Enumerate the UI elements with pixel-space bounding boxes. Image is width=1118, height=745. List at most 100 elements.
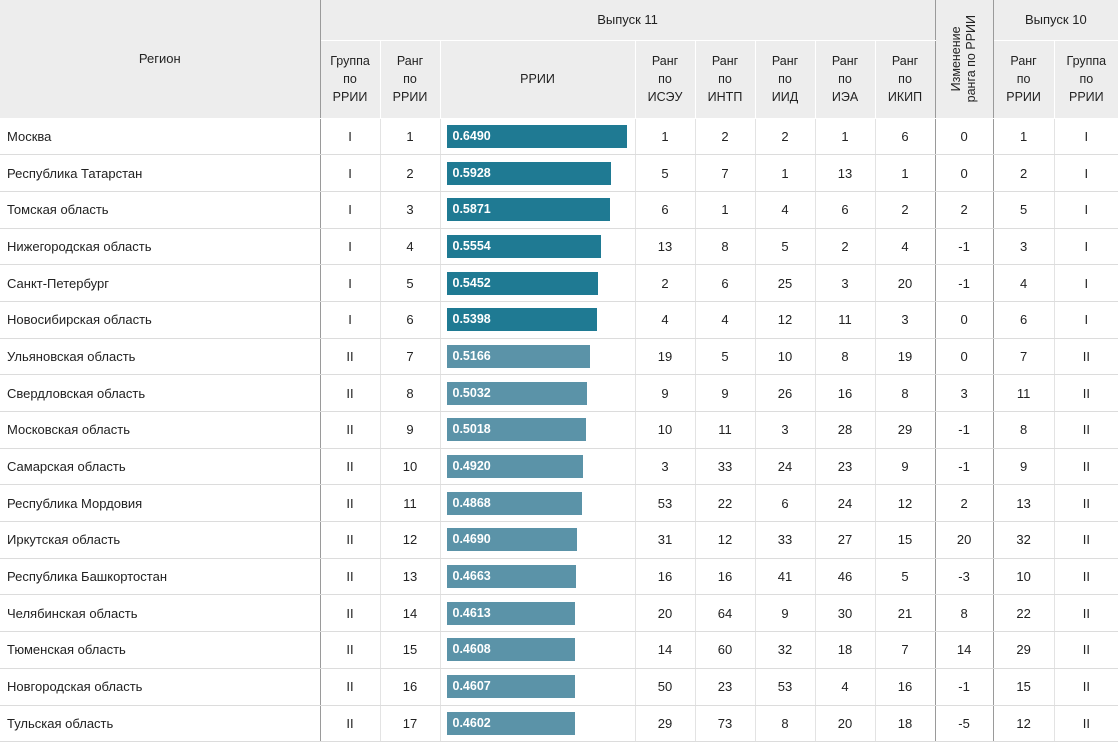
rank-ikip-cell: 20 (875, 264, 936, 302)
rrii-bar-cell: 0.4920 (440, 448, 636, 486)
rank-iea-cell: 46 (815, 558, 876, 596)
rank-ikip-cell: 15 (875, 521, 936, 559)
table-row: Республика Башкортостан II 13 0.4663 16 … (0, 558, 1118, 596)
group-rrii-10-cell: II (1054, 411, 1118, 449)
group-cell: I (320, 264, 381, 302)
group-cell: II (320, 484, 381, 523)
rrii-bar-cell: 0.5452 (440, 264, 636, 302)
rank-iseu-cell: 9 (635, 374, 696, 412)
rrii-bar-cell: 0.4613 (440, 594, 636, 633)
rank-iseu-cell: 5 (635, 154, 696, 192)
rrii-bar: 0.5554 (446, 234, 601, 258)
rank-iid-cell: 5 (755, 228, 816, 266)
table-row: Тюменская область II 15 0.4608 14 60 32 … (0, 631, 1118, 669)
region-cell: Нижегородская область (0, 228, 321, 266)
rank-rrii-10-cell: 5 (993, 191, 1055, 229)
rank-iid-cell: 10 (755, 337, 816, 376)
group-cell: II (320, 631, 381, 669)
table-row: Санкт-Петербург I 5 0.5452 2 6 25 3 20 -… (0, 264, 1118, 302)
group-cell: II (320, 448, 381, 486)
rrii-bar-cell: 0.4602 (440, 705, 636, 743)
rank-rrii-10-cell: 15 (993, 668, 1055, 706)
rank-rrii-10-cell: 9 (993, 448, 1055, 486)
rank-iid-cell: 2 (755, 118, 816, 156)
rrii-bar-cell: 0.5928 (440, 154, 636, 192)
rrii-bar: 0.5166 (446, 344, 590, 368)
rank-change-cell: 2 (935, 484, 994, 523)
rank-iid-cell: 41 (755, 558, 816, 596)
rank-cell: 1 (380, 118, 441, 156)
rrii-bar-cell: 0.4607 (440, 668, 636, 706)
rank-change-cell: 20 (935, 521, 994, 559)
rank-iid-cell: 32 (755, 631, 816, 669)
table-row: Республика Мордовия II 11 0.4868 53 22 6… (0, 484, 1118, 523)
rank-intp-cell: 12 (695, 521, 756, 559)
rrii-bar-cell: 0.5554 (440, 228, 636, 266)
rrii-bar-cell: 0.4608 (440, 631, 636, 669)
rank-intp-cell: 6 (695, 264, 756, 302)
group-cell: II (320, 668, 381, 706)
region-cell: Республика Башкортостан (0, 558, 321, 596)
group-cell: II (320, 411, 381, 449)
group-cell: I (320, 154, 381, 192)
rrii-bar: 0.4608 (446, 638, 575, 662)
rank-rrii-10-cell: 29 (993, 631, 1055, 669)
rank-ikip-cell: 9 (875, 448, 936, 486)
rank-iseu-cell: 31 (635, 521, 696, 559)
rank-intp-cell: 1 (695, 191, 756, 229)
rank-iseu-cell: 4 (635, 301, 696, 339)
rank-iseu-cell: 13 (635, 228, 696, 266)
rank-iseu-cell: 6 (635, 191, 696, 229)
rrii-header: РРИИ (440, 40, 636, 119)
rank-rrii-10-cell: 11 (993, 374, 1055, 412)
rank-cell: 17 (380, 705, 441, 743)
group-cell: I (320, 228, 381, 266)
rank-intp-cell: 22 (695, 484, 756, 523)
rank-iea-cell: 1 (815, 118, 876, 156)
table-row: Новосибирская область I 6 0.5398 4 4 12 … (0, 301, 1118, 339)
rank-ikip-cell: 2 (875, 191, 936, 229)
rank-cell: 3 (380, 191, 441, 229)
group-cell: I (320, 191, 381, 229)
rank-iseu-cell: 53 (635, 484, 696, 523)
rrii-bar: 0.4607 (446, 675, 575, 699)
rank-change-cell: -1 (935, 264, 994, 302)
rank-cell: 14 (380, 594, 441, 633)
region-cell: Москва (0, 118, 321, 156)
rank-iid-cell: 8 (755, 705, 816, 743)
table-row: Нижегородская область I 4 0.5554 13 8 5 … (0, 228, 1118, 266)
rrii-bar-cell: 0.5166 (440, 337, 636, 376)
group-rrii-10-cell: I (1054, 154, 1118, 192)
rank-intp-cell: 16 (695, 558, 756, 596)
rank-rrii-header: Ранг по РРИИ (380, 40, 441, 119)
region-cell: Тюменская область (0, 631, 321, 669)
rank-iseu-cell: 10 (635, 411, 696, 449)
rank-intp-cell: 5 (695, 337, 756, 376)
rank-iea-cell: 4 (815, 668, 876, 706)
issue-11-header: Выпуск 11 (320, 0, 936, 41)
rank-intp-cell: 64 (695, 594, 756, 633)
rank-change-cell: -5 (935, 705, 994, 743)
group-rrii-10-header: Группа по РРИИ (1054, 40, 1118, 119)
rank-rrii-10-cell: 3 (993, 228, 1055, 266)
group-rrii-10-cell: II (1054, 448, 1118, 486)
rrii-bar: 0.5452 (446, 271, 598, 295)
rrii-bar: 0.4920 (446, 455, 583, 479)
rank-ikip-cell: 29 (875, 411, 936, 449)
rank-iea-cell: 3 (815, 264, 876, 302)
table-row: Новгородская область II 16 0.4607 50 23 … (0, 668, 1118, 706)
region-cell: Тульская область (0, 705, 321, 743)
rank-ikip-cell: 3 (875, 301, 936, 339)
rank-change-cell: 3 (935, 374, 994, 412)
rank-cell: 4 (380, 228, 441, 266)
rank-cell: 15 (380, 631, 441, 669)
rrii-bar: 0.4663 (446, 565, 576, 589)
rrii-bar: 0.5018 (446, 418, 586, 442)
region-header: Регион (0, 0, 321, 119)
rank-ikip-cell: 19 (875, 337, 936, 376)
rank-cell: 2 (380, 154, 441, 192)
rank-change-header: Изменение ранга по РРИИ (935, 0, 994, 119)
table-row: Свердловская область II 8 0.5032 9 9 26 … (0, 374, 1118, 412)
rrii-bar-cell: 0.4690 (440, 521, 636, 559)
rank-ikip-cell: 18 (875, 705, 936, 743)
